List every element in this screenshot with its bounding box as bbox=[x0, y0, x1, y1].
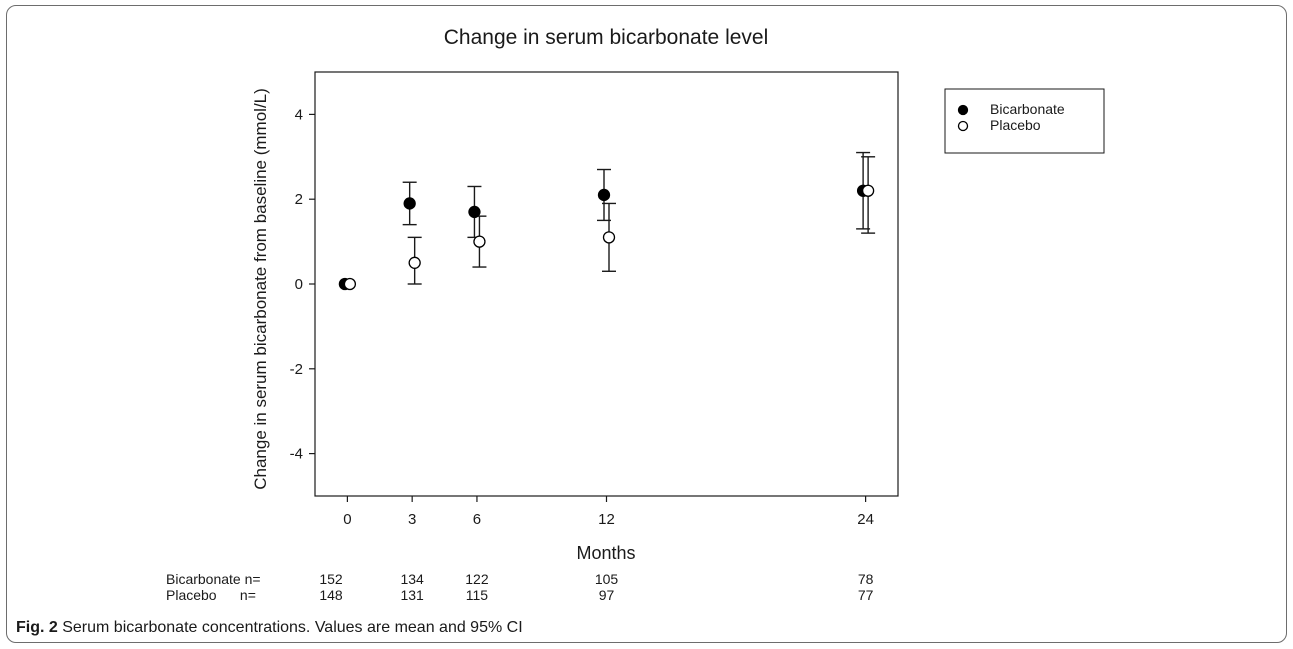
y-axis: 4 2 0 -2 -4 bbox=[290, 106, 315, 463]
n-table-value: 77 bbox=[858, 587, 874, 603]
figure-caption: Fig. 2 Serum bicarbonate concentrations.… bbox=[16, 619, 523, 637]
n-at-risk-table: Bicarbonate n= 152 134 122 105 78 Placebo n= 14… bbox=[166, 571, 874, 603]
figure-label: Fig. 2 bbox=[16, 619, 58, 636]
legend-label: Placebo bbox=[990, 117, 1041, 133]
x-tick-label: 6 bbox=[473, 511, 481, 528]
n-table-value: 122 bbox=[465, 571, 489, 587]
n-table-value: 131 bbox=[400, 587, 424, 603]
n-table-value: 78 bbox=[858, 571, 874, 587]
n-table-value: 148 bbox=[319, 587, 343, 603]
y-tick-label: -2 bbox=[290, 361, 303, 378]
placebo-point bbox=[343, 277, 357, 291]
n-table-row-label: Bicarbonate n= bbox=[166, 571, 261, 587]
placebo-point bbox=[473, 235, 486, 248]
y-tick-label: -4 bbox=[290, 446, 303, 463]
data-markers bbox=[338, 184, 875, 291]
n-table-value: 134 bbox=[400, 571, 424, 587]
n-table-value: 152 bbox=[319, 571, 343, 587]
legend-marker bbox=[957, 104, 969, 116]
error-bars bbox=[402, 151, 876, 285]
figure-caption-text: Serum bicarbonate concentrations. Values… bbox=[62, 619, 523, 636]
x-tick-label: 24 bbox=[857, 511, 874, 528]
y-tick-label: 2 bbox=[295, 191, 303, 208]
x-tick-label: 0 bbox=[343, 511, 351, 528]
n-table-row-label: Placebo n= bbox=[166, 587, 256, 603]
legend-marker bbox=[957, 120, 969, 132]
y-axis-label: Change in serum bicarbonate from baselin… bbox=[251, 88, 270, 490]
legend-box bbox=[944, 88, 1105, 154]
x-tick-label: 12 bbox=[598, 511, 615, 528]
legend-label: Bicarbonate bbox=[990, 101, 1065, 117]
n-table-value: 105 bbox=[595, 571, 619, 587]
placebo-point bbox=[861, 184, 875, 197]
placebo-point bbox=[602, 231, 616, 244]
bicarbonate-point bbox=[403, 197, 416, 210]
y-tick-label: 0 bbox=[295, 276, 303, 293]
plot-area bbox=[314, 71, 899, 497]
chart-title: Change in serum bicarbonate level bbox=[444, 26, 769, 49]
x-axis-label: Months bbox=[576, 543, 635, 563]
n-table-value: 115 bbox=[466, 587, 489, 603]
bicarbonate-point bbox=[468, 205, 481, 219]
bicarbonate-point bbox=[597, 188, 611, 202]
x-axis: 0 3 6 12 24 bbox=[343, 496, 874, 528]
x-tick-label: 3 bbox=[408, 511, 416, 528]
n-table-value: 97 bbox=[599, 587, 615, 603]
y-tick-label: 4 bbox=[295, 106, 303, 123]
placebo-point bbox=[408, 256, 421, 269]
